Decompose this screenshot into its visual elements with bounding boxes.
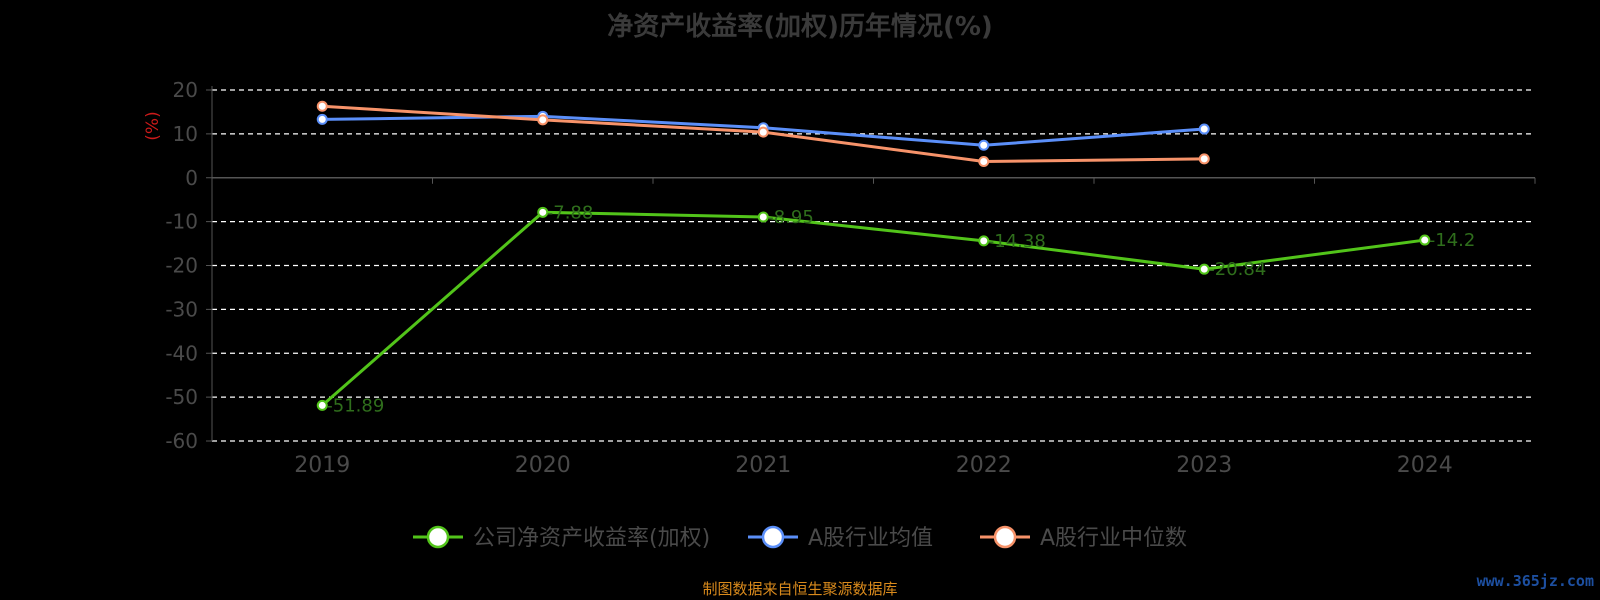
data-point (1198, 123, 1210, 135)
legend-label: 公司净资产收益率(加权) (473, 526, 710, 551)
legend-label: A股行业均值 (808, 526, 933, 551)
legend-marker-icon (426, 525, 450, 549)
legend-item: A股行业均值 (748, 525, 933, 551)
data-point (757, 126, 769, 138)
data-point (978, 156, 990, 168)
watermark: www.365jz.com (1476, 572, 1594, 590)
data-label-layer: -51.89 -7.88 -8.95 -14.38 -20.84 -14.2 (326, 202, 1475, 416)
legend-item: 公司净资产收益率(加权) (413, 525, 710, 551)
data-point (316, 113, 328, 125)
x-tick-label: 2020 (515, 453, 571, 478)
x-tick-label: 2023 (1176, 453, 1232, 478)
data-source-note: 制图数据来自恒生聚源数据库 (702, 580, 898, 598)
data-point (1419, 234, 1431, 246)
x-tick-label: 2024 (1397, 453, 1453, 478)
grid-layer (212, 89, 1535, 442)
x-tick-label: 2021 (735, 453, 791, 478)
data-point (537, 114, 549, 126)
data-label: -7.88 (547, 202, 594, 223)
y-tick-label: 20 (173, 78, 198, 102)
data-label: -14.38 (988, 231, 1046, 252)
series-line (321, 210, 1425, 407)
legend: 公司净资产收益率(加权) A股行业均值 A股行业中位数 (413, 525, 1187, 551)
data-point (757, 211, 769, 223)
data-label: -51.89 (326, 395, 384, 416)
data-point (1198, 263, 1210, 275)
data-label: -8.95 (767, 207, 814, 228)
data-point (1198, 153, 1210, 165)
series-layer (316, 100, 1431, 411)
data-point (537, 206, 549, 218)
data-point (316, 100, 328, 112)
y-tick-label: -60 (165, 429, 198, 453)
x-tick-label: 2019 (294, 453, 350, 478)
legend-label: A股行业中位数 (1040, 526, 1187, 551)
x-tick-label: 2022 (956, 453, 1012, 478)
data-label: -14.2 (1429, 230, 1476, 251)
y-tick-label: -30 (165, 297, 198, 321)
chart-title: 净资产收益率(加权)历年情况(%) (607, 12, 993, 42)
y-tick-label: -10 (165, 210, 198, 234)
axis-layer: 20 10 0 -10 -20 -30 -40 -50 -60 (%) 2019 2020 2021 20… (143, 78, 1536, 478)
y-tick-label: -50 (165, 385, 198, 409)
legend-item: A股行业中位数 (980, 525, 1187, 551)
y-tick-label: -40 (165, 341, 198, 365)
y-axis-label: (%) (143, 111, 163, 140)
data-point (316, 399, 328, 411)
y-tick-label: -20 (165, 254, 198, 278)
y-tick-label: 10 (173, 122, 198, 146)
data-label: -20.84 (1208, 259, 1266, 280)
legend-marker-icon (993, 525, 1017, 549)
legend-marker-icon (761, 525, 785, 549)
data-point (978, 235, 990, 247)
data-point (978, 139, 990, 151)
y-tick-label: 0 (185, 166, 198, 190)
